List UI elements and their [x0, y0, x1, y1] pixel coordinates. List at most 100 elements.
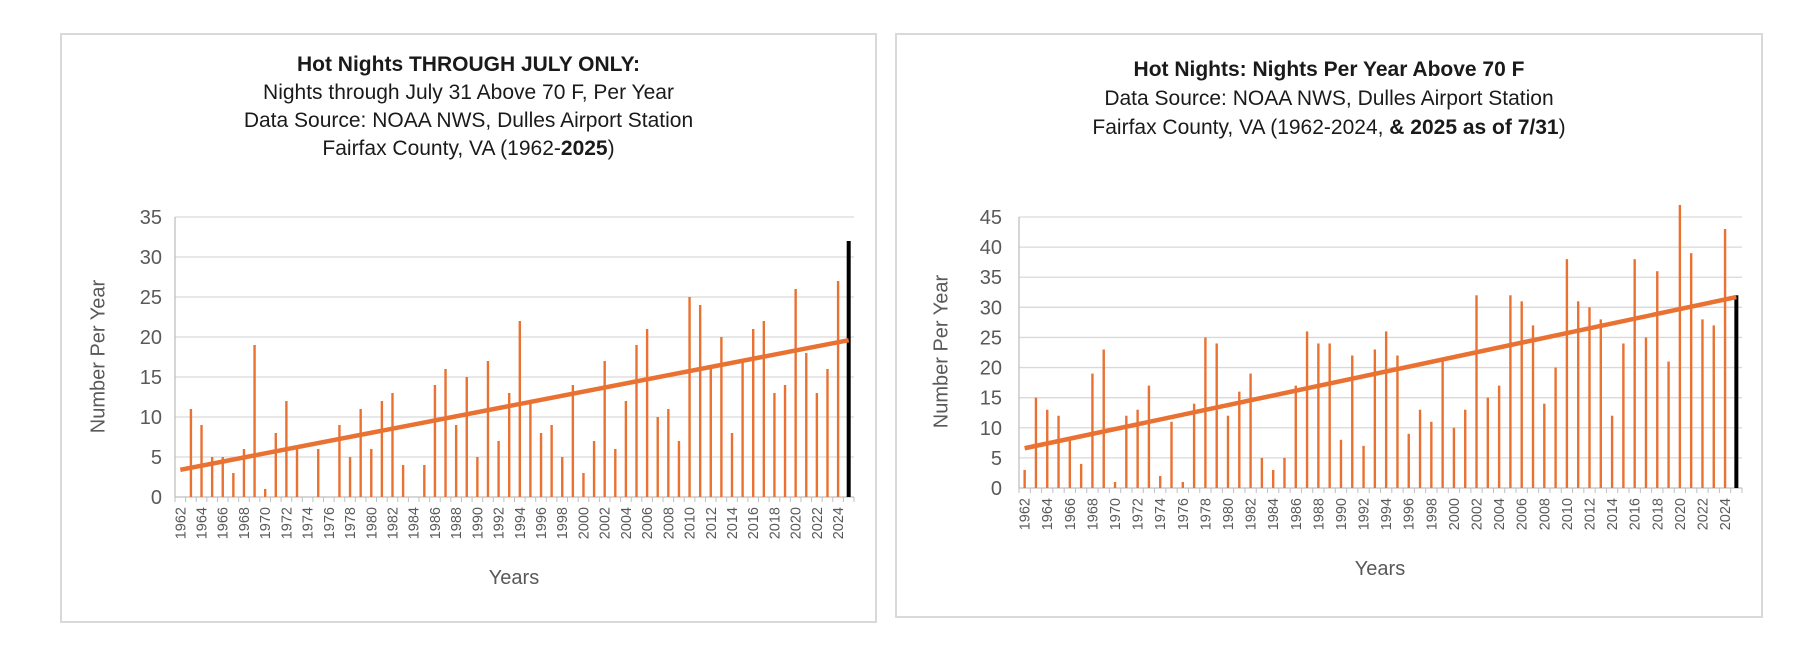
x-tick-label: 1968: [237, 507, 253, 539]
bar-year-2000: [582, 473, 585, 497]
bar-year-2017: [762, 321, 766, 497]
y-tick-label: 35: [140, 207, 162, 229]
title-segment: ): [1558, 116, 1566, 139]
bar-year-1966: [221, 457, 224, 497]
bar-year-2009: [677, 441, 681, 497]
x-tick-label: 2000: [1447, 498, 1463, 530]
x-tick-label: 1986: [1289, 498, 1305, 530]
bar-year-2000: [1452, 427, 1456, 488]
bar-year-1990: [476, 457, 479, 497]
bar-year-2012: [709, 369, 712, 497]
bar-year-1984: [1271, 469, 1275, 488]
bar-year-1966: [1068, 439, 1072, 488]
y-axis-title-july-only: Number Per Year: [87, 279, 110, 434]
y-tick-label: 45: [980, 207, 1002, 229]
chart-title-line-3: Fairfax County, VA (1962-2025): [62, 135, 875, 163]
trendline: [179, 337, 850, 473]
x-tick-label: 2008: [661, 507, 677, 539]
bar-year-1983: [401, 465, 405, 497]
bar-year-1967: [1079, 463, 1083, 488]
gridlines: [1019, 216, 1742, 459]
y-axis-title-full-year: Number Per Year: [930, 274, 953, 429]
bar-year-1994: [1384, 331, 1388, 488]
bar-year-2024: [836, 281, 840, 497]
bars: [189, 241, 851, 497]
y-tick-label: 30: [980, 297, 1002, 319]
bar-year-1978: [1204, 337, 1207, 488]
bar-year-1967: [232, 473, 235, 497]
bar-year-1962: [1023, 469, 1026, 488]
x-tick-label: 2004: [1492, 498, 1508, 530]
bar-year-2020: [794, 289, 797, 497]
y-tick-label: 10: [980, 418, 1002, 440]
bar-year-2003: [1486, 397, 1490, 488]
bar-year-2001: [1464, 409, 1467, 488]
bar-year-1990: [1339, 439, 1343, 488]
x-tick-label: 1970: [258, 507, 274, 539]
x-tick-label: 1998: [1424, 498, 1440, 530]
chart-title-line-0: Hot Nights: Nights Per Year Above 70 F: [897, 55, 1761, 84]
x-tick-label: 1978: [1198, 498, 1214, 530]
bar-year-2015: [1622, 343, 1625, 488]
x-tick-label: 2018: [1650, 498, 1666, 530]
bar-current-year: [846, 241, 851, 497]
bar-year-1993: [1373, 349, 1377, 488]
bar-year-1997: [1418, 409, 1422, 488]
bar-year-1985: [423, 465, 426, 497]
y-tick-labels: 0 5 10 15 20 25 30 35: [140, 207, 162, 509]
bar-year-1963: [1034, 397, 1038, 488]
bar-year-2010: [1565, 259, 1569, 488]
bar-year-1965: [1057, 415, 1060, 488]
x-tick-label: 1968: [1085, 498, 1101, 530]
bar-year-2001: [592, 441, 596, 497]
trendline: [1024, 294, 1737, 451]
bar-year-1996: [1407, 433, 1410, 488]
bar-year-1964: [200, 425, 203, 497]
bar-year-1969: [1102, 349, 1105, 488]
x-tick-label: 2004: [619, 507, 635, 539]
bar-year-2008: [1543, 403, 1546, 488]
bar-year-1977: [1192, 403, 1196, 488]
bar-year-2021: [1689, 253, 1693, 488]
x-tick-label: 2006: [1515, 498, 1531, 530]
x-tick-label: 1990: [1334, 498, 1350, 530]
y-tick-label: 40: [980, 237, 1002, 259]
x-tick-label: 2016: [746, 507, 762, 539]
x-tick-label: 2012: [704, 507, 720, 539]
x-tick-label: 1966: [1063, 498, 1079, 530]
x-tick-label: 2008: [1537, 498, 1553, 530]
x-tick-label: 2010: [683, 507, 699, 539]
x-tick-label: 2018: [767, 507, 783, 539]
title-segment: Nights through July 31 Above 70 F, Per Y…: [263, 81, 674, 104]
x-tick-label: 1964: [1040, 498, 1056, 530]
x-tick-label: 1992: [1357, 498, 1373, 530]
title-segment: Fairfax County, VA (1962-2024,: [1092, 116, 1390, 139]
bar-year-2019: [1667, 361, 1670, 488]
bar-year-1985: [1283, 457, 1286, 488]
title-segment-bold: & 2025 as of 7/31: [1389, 116, 1559, 139]
bar-year-1983: [1260, 457, 1264, 488]
bar-year-1981: [380, 401, 384, 497]
title-segment: ): [607, 137, 615, 160]
y-tick-label: 35: [980, 267, 1002, 289]
bar-year-1999: [1441, 361, 1444, 488]
bar-year-2022: [815, 393, 819, 497]
bar-year-1987: [1305, 331, 1309, 488]
bar-year-2023: [826, 369, 829, 497]
bar-year-1979: [359, 409, 362, 497]
x-tick-label: 1972: [279, 507, 295, 539]
bar-year-1977: [338, 425, 341, 497]
bar-year-2002: [603, 361, 606, 497]
bar-year-1968: [242, 449, 246, 497]
bar-year-1993: [507, 393, 511, 497]
y-tick-label: 10: [140, 407, 162, 429]
x-tick-label: 1962: [173, 507, 189, 539]
chart-title-line-2: Fairfax County, VA (1962-2024, & 2025 as…: [897, 113, 1761, 142]
x-tick-label: 1984: [1266, 498, 1282, 530]
bars: [1023, 204, 1739, 489]
x-tick-label: 1972: [1131, 498, 1147, 530]
bar-year-1986: [1294, 385, 1297, 488]
bar-year-2012: [1588, 307, 1591, 488]
bar-year-1999: [571, 385, 575, 497]
